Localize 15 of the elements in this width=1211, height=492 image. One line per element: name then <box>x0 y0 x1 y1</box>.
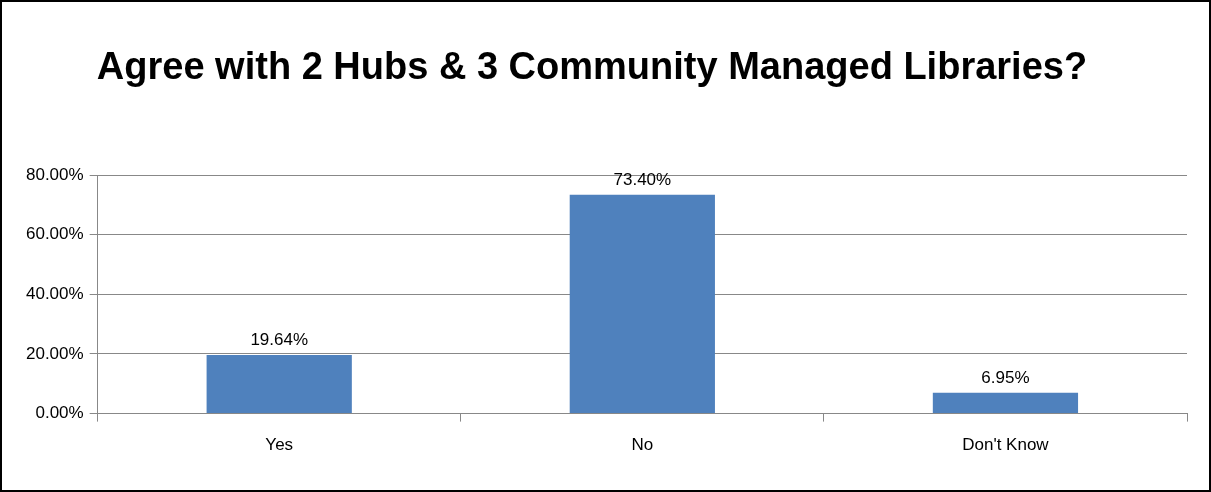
y-tick-label: 60.00% <box>25 224 84 244</box>
bar <box>206 355 352 414</box>
bar <box>569 194 715 414</box>
x-tick-label: No <box>631 435 654 455</box>
chart-title: Agree with 2 Hubs & 3 Community Managed Libraries? <box>95 44 1089 89</box>
y-tick-label: 80.00% <box>25 164 84 184</box>
x-tick-label: Yes <box>265 435 294 455</box>
y-tick-label: 20.00% <box>25 343 84 363</box>
bar <box>932 392 1079 414</box>
y-tick-label: 0.00% <box>35 403 84 423</box>
data-label: 73.40% <box>613 169 672 189</box>
data-label: 6.95% <box>981 368 1030 388</box>
y-tick-label: 40.00% <box>25 283 84 303</box>
x-tick-label: Don't Know <box>962 435 1050 455</box>
data-label: 19.64% <box>250 330 309 350</box>
